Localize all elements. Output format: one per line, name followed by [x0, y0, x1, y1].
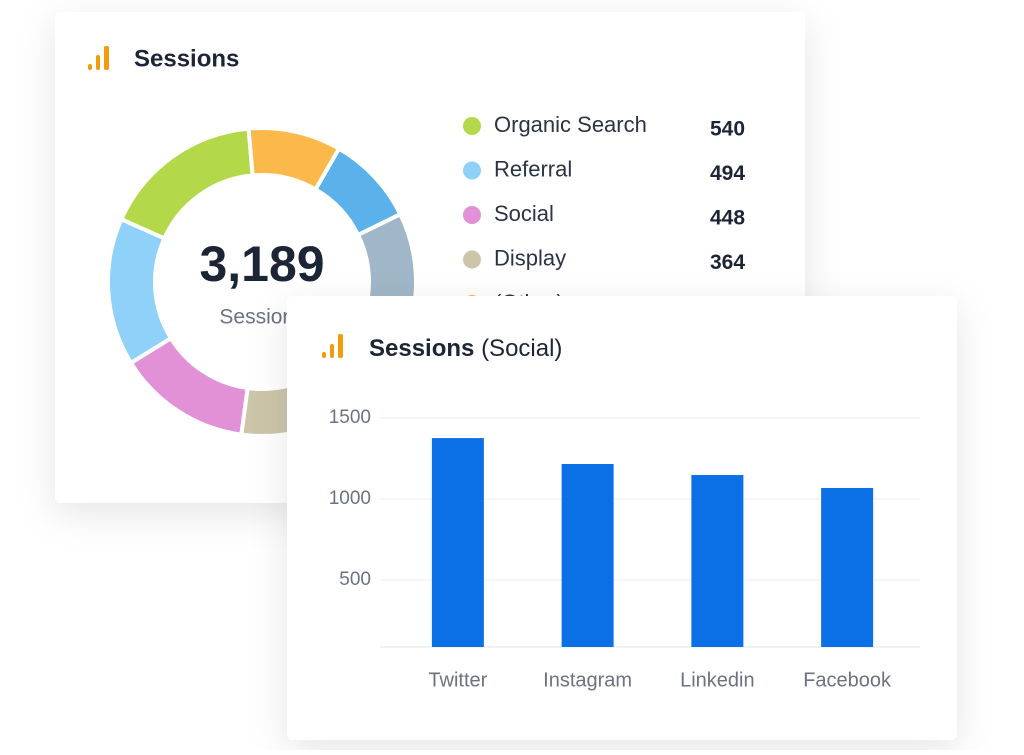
legend-value: 540 [710, 118, 745, 141]
legend-label: Social [494, 201, 554, 226]
x-tick-label: Instagram [543, 669, 632, 691]
legend-value: 494 [710, 162, 745, 185]
x-tick-label: Facebook [803, 669, 892, 691]
x-tick-label: Twitter [428, 669, 487, 691]
center-label: Sessions [219, 306, 304, 329]
bar [561, 463, 614, 647]
bar [821, 487, 874, 647]
y-tick-label: 500 [339, 569, 371, 590]
bar-card: Sessions (Social) 500 1000 1500 Twitter Inst… [287, 296, 957, 740]
y-tick-label: 1000 [329, 488, 371, 509]
donut-segment [246, 126, 342, 193]
title: Sessions [369, 335, 474, 362]
legend-label: Referral [494, 156, 572, 181]
bar [691, 475, 744, 647]
analytics-icon [322, 334, 343, 358]
legend-swatch [463, 250, 481, 269]
card-title: Sessions [134, 45, 239, 72]
legend-swatch [463, 206, 481, 224]
bar [431, 438, 484, 647]
legend-swatch [463, 161, 481, 180]
center-value: 3,189 [199, 236, 324, 292]
legend-label: Display [494, 245, 566, 270]
x-tick-label: Linkedin [680, 669, 755, 691]
card-title: Sessions (Social) [369, 335, 562, 362]
analytics-icon [88, 46, 109, 70]
subtitle: (Social) [481, 335, 562, 362]
legend-label: Organic Search [494, 112, 647, 137]
legend-swatch [463, 117, 481, 135]
legend-value: 364 [710, 251, 745, 274]
y-tick-label: 1500 [329, 407, 371, 428]
legend-value: 448 [710, 207, 745, 230]
